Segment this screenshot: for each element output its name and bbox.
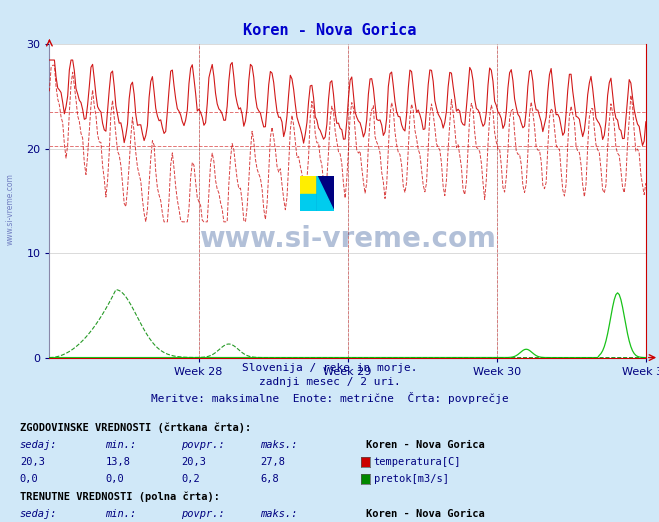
Text: min.:: min.:: [105, 440, 136, 450]
Text: Slovenija / reke in morje.: Slovenija / reke in morje.: [242, 363, 417, 373]
Text: maks.:: maks.:: [260, 440, 298, 450]
Text: Koren - Nova Gorica: Koren - Nova Gorica: [366, 509, 484, 519]
Text: TRENUTNE VREDNOSTI (polna črta):: TRENUTNE VREDNOSTI (polna črta):: [20, 491, 219, 502]
Text: 13,8: 13,8: [105, 457, 130, 467]
Text: pretok[m3/s]: pretok[m3/s]: [374, 474, 449, 484]
Text: povpr.:: povpr.:: [181, 509, 225, 519]
Text: 6,8: 6,8: [260, 474, 279, 484]
Text: povpr.:: povpr.:: [181, 440, 225, 450]
Text: sedaj:: sedaj:: [20, 440, 57, 450]
Text: 27,8: 27,8: [260, 457, 285, 467]
Text: temperatura[C]: temperatura[C]: [374, 457, 461, 467]
Polygon shape: [317, 176, 334, 211]
Text: Koren - Nova Gorica: Koren - Nova Gorica: [243, 23, 416, 39]
Text: min.:: min.:: [105, 509, 136, 519]
Bar: [317, 176, 334, 211]
Bar: [300, 176, 317, 194]
Text: Koren - Nova Gorica: Koren - Nova Gorica: [366, 440, 484, 450]
Text: 0,0: 0,0: [20, 474, 38, 484]
Text: Meritve: maksimalne  Enote: metrične  Črta: povprečje: Meritve: maksimalne Enote: metrične Črta…: [151, 392, 508, 404]
Text: maks.:: maks.:: [260, 509, 298, 519]
Text: ZGODOVINSKE VREDNOSTI (črtkana črta):: ZGODOVINSKE VREDNOSTI (črtkana črta):: [20, 422, 251, 433]
Text: 20,3: 20,3: [20, 457, 45, 467]
Text: www.si-vreme.com: www.si-vreme.com: [5, 173, 14, 245]
Text: sedaj:: sedaj:: [20, 509, 57, 519]
Text: 20,3: 20,3: [181, 457, 206, 467]
Text: zadnji mesec / 2 uri.: zadnji mesec / 2 uri.: [258, 377, 401, 387]
Text: www.si-vreme.com: www.si-vreme.com: [199, 224, 496, 253]
Text: 0,2: 0,2: [181, 474, 200, 484]
Text: 0,0: 0,0: [105, 474, 124, 484]
Polygon shape: [300, 194, 317, 211]
